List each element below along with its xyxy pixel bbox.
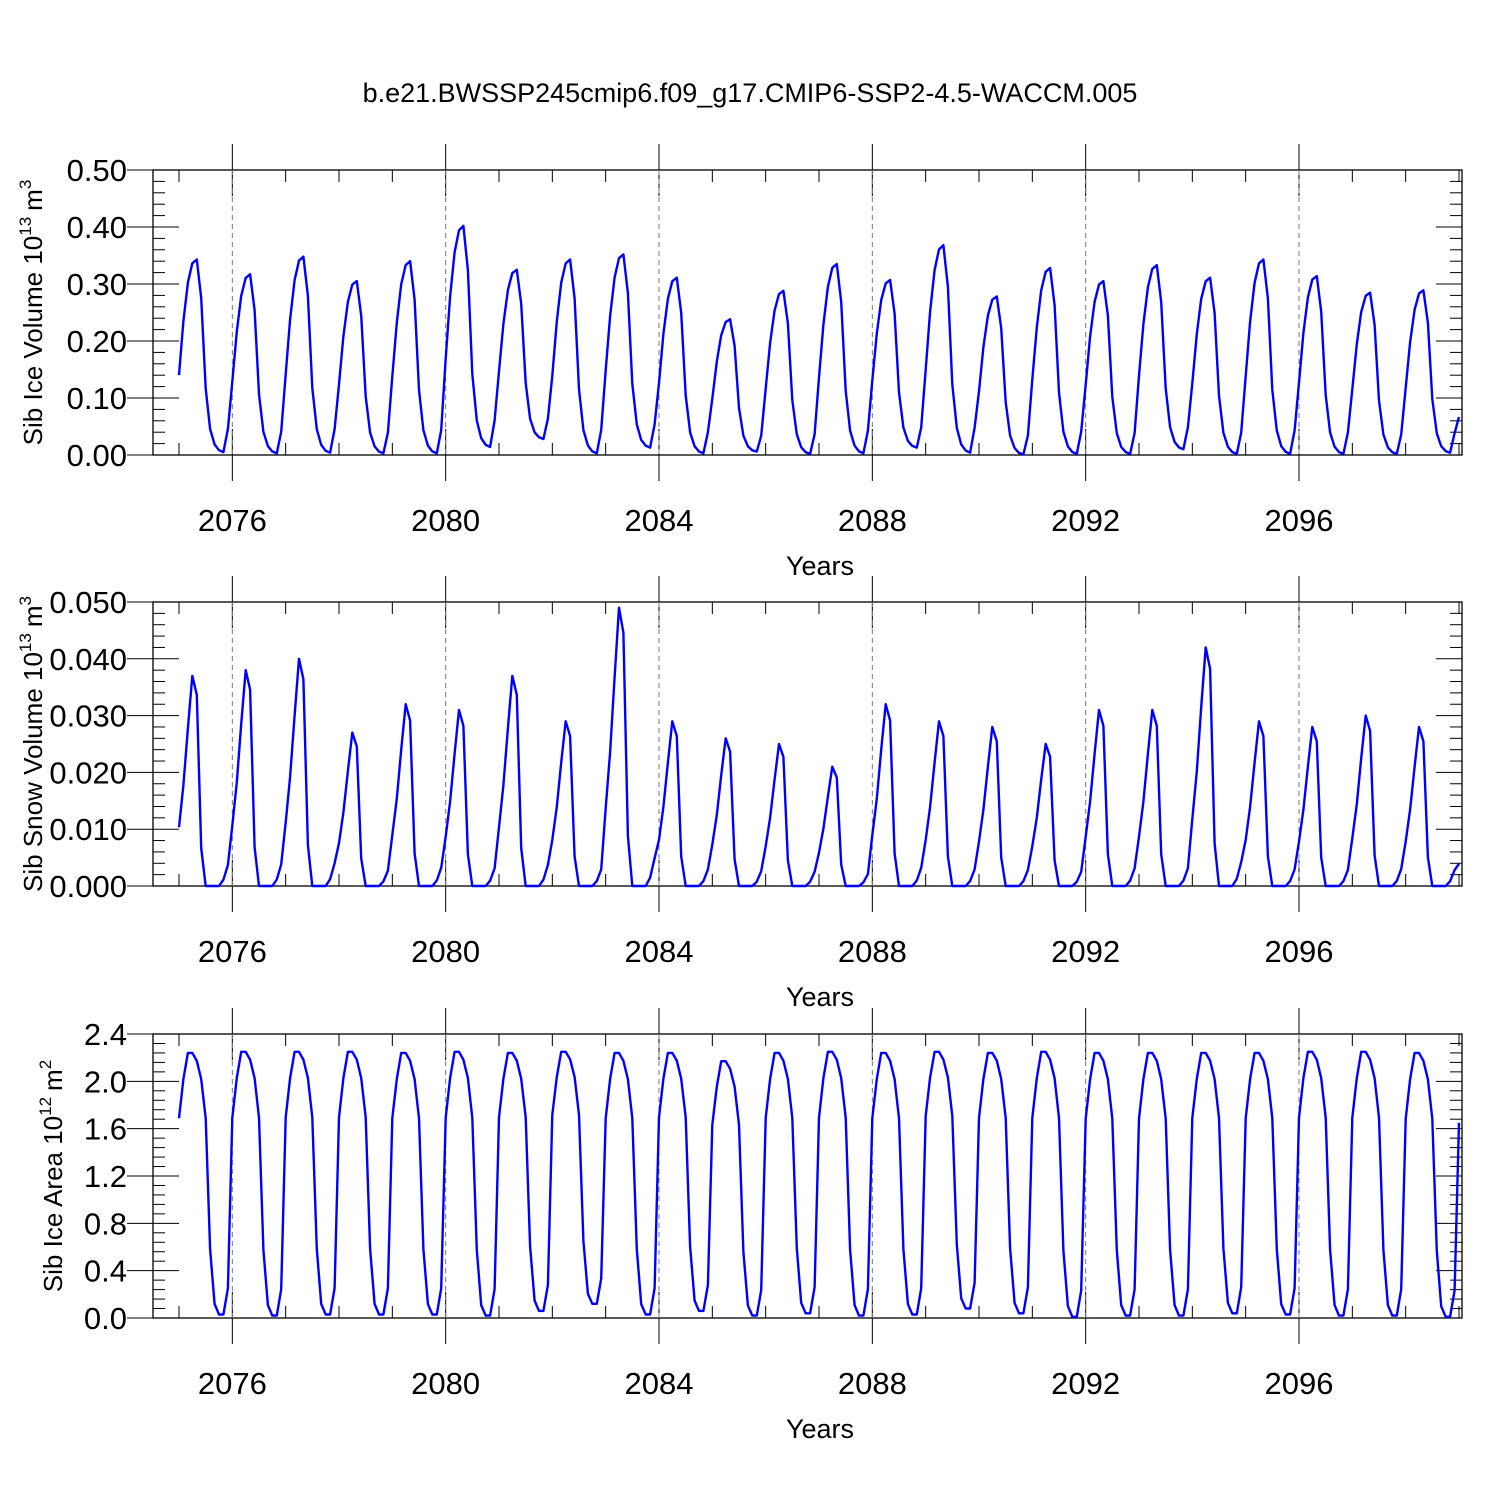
y-label-unit-exponent: 3 (16, 596, 35, 605)
x-tick-label: 2092 (1051, 1366, 1120, 1401)
x-tick-label: 2096 (1265, 503, 1334, 538)
y-tick-label: 0.40 (67, 210, 127, 245)
y-axis-label: Sib Snow Volume 1013 m3 (16, 596, 48, 892)
y-tick-label: 0.030 (49, 699, 127, 734)
x-tick-label: 2088 (838, 1366, 907, 1401)
y-label-exponent: 13 (16, 217, 35, 236)
plot-frame (152, 169, 1463, 456)
y-tick-label: 0.000 (49, 869, 127, 904)
x-tick-label: 2080 (411, 503, 480, 538)
plot-frame (152, 1033, 1463, 1319)
y-label-main: Sib Ice Volume 10 (18, 236, 48, 446)
plot-frame (152, 601, 1463, 887)
series-line (177, 224, 1461, 456)
y-tick-label: 2.4 (84, 1017, 127, 1052)
y-label-unit-exponent: 3 (16, 180, 35, 189)
figure-title: b.e21.BWSSP245cmip6.f09_g17.CMIP6-SSP2-4… (362, 78, 1138, 108)
y-tick-label: 0.050 (49, 585, 127, 620)
x-axis-label: Years (786, 982, 854, 1012)
x-tick-label: 2084 (625, 1366, 694, 1401)
x-tick-label: 2088 (838, 934, 907, 969)
y-tick-label: 1.2 (84, 1159, 127, 1194)
y-tick-label: 2.0 (84, 1064, 127, 1099)
y-tick-label: 0.10 (67, 381, 127, 416)
y-tick-label: 1.6 (84, 1112, 127, 1147)
x-tick-label: 2092 (1051, 503, 1120, 538)
x-axis-label: Years (786, 551, 854, 581)
y-label-exponent: 12 (36, 1097, 55, 1116)
y-tick-label: 0.0 (84, 1301, 127, 1336)
y-tick-label: 0.020 (49, 755, 127, 790)
x-tick-label: 2084 (625, 934, 694, 969)
y-label-exponent: 13 (16, 633, 35, 652)
panel-1: 2076 2080 2084 2088 2092 2096 Years 0.00 0.10 0.2… (16, 144, 1463, 581)
y-tick-label: 0.040 (49, 642, 127, 677)
y-tick-label: 0.20 (67, 324, 127, 359)
x-tick-label: 2096 (1265, 1366, 1334, 1401)
panel-2: 2076 2080 2084 2088 2092 2096 Years 0.000 0.010 0… (16, 576, 1463, 1012)
y-tick-label: 0.8 (84, 1206, 127, 1241)
x-tick-label: 2092 (1051, 934, 1120, 969)
y-label-unit: m (18, 605, 48, 627)
y-tick-label: 0.4 (84, 1254, 127, 1289)
x-tick-label: 2080 (411, 1366, 480, 1401)
x-tick-label: 2076 (198, 934, 267, 969)
y-tick-label: 0.010 (49, 812, 127, 847)
y-label-unit-exponent: 2 (36, 1060, 55, 1069)
y-tick-label: 0.00 (67, 438, 127, 473)
x-tick-label: 2084 (625, 503, 694, 538)
series-line (177, 1050, 1461, 1319)
x-tick-label: 2080 (411, 934, 480, 969)
series-line (177, 606, 1460, 888)
y-label-main: Sib Snow Volume 10 (18, 652, 48, 892)
y-label-unit: m (18, 189, 48, 211)
panel-3: 2076 2080 2084 2088 2092 2096 Years 0.0 0.4 0.8 1.… (36, 1008, 1463, 1444)
y-label-main: Sib Ice Area 10 (38, 1116, 68, 1292)
y-tick-label: 0.30 (67, 267, 127, 302)
x-axis-label: Years (786, 1414, 854, 1444)
x-tick-label: 2088 (838, 503, 907, 538)
x-tick-label: 2076 (198, 1366, 267, 1401)
y-label-unit: m (38, 1069, 68, 1091)
x-tick-label: 2076 (198, 503, 267, 538)
y-axis-label: Sib Ice Area 1012 m2 (36, 1060, 68, 1292)
y-tick-label: 0.50 (67, 153, 127, 188)
x-tick-label: 2096 (1265, 934, 1334, 969)
y-axis-label: Sib Ice Volume 1013 m3 (16, 180, 48, 446)
